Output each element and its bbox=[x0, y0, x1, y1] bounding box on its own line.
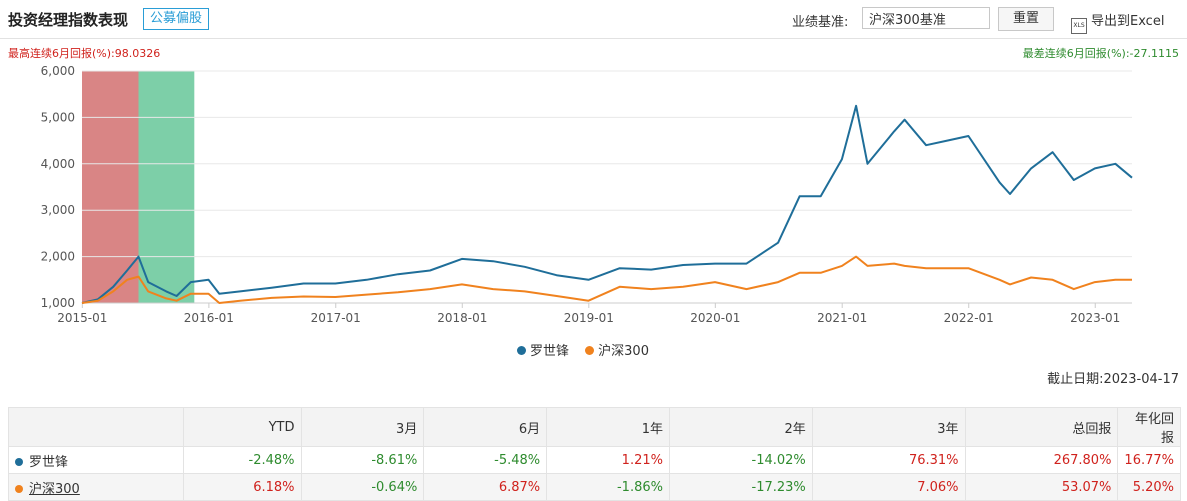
x-tick-label: 2022-01 bbox=[944, 311, 994, 325]
table-cell: -8.61% bbox=[300, 446, 425, 474]
x-tick-label: 2017-01 bbox=[311, 311, 361, 325]
series-dot bbox=[15, 457, 23, 466]
table-cell: -0.64% bbox=[300, 473, 425, 501]
table-header: 6月 bbox=[423, 407, 548, 447]
y-tick-label: 5,000 bbox=[41, 110, 75, 124]
legend-item-manager[interactable]: 罗世锋 bbox=[517, 344, 569, 359]
as-of-date: 截止日期:2023-04-17 bbox=[1047, 372, 1179, 387]
table-cell: 53.07% bbox=[964, 473, 1119, 501]
table-cell: 7.06% bbox=[811, 473, 966, 501]
header-bar: 投资经理指数表现 公募偏股 业绩基准: 重置 XLS 导出到Excel bbox=[0, 0, 1187, 39]
table-header: 年化回报 bbox=[1117, 407, 1181, 447]
y-tick-label: 3,000 bbox=[41, 203, 75, 217]
highlight-band bbox=[138, 71, 195, 303]
highlight-band bbox=[82, 71, 139, 303]
table-row: 罗世锋 -2.48% -8.61% -5.48% 1.21% -14.02% 7… bbox=[8, 446, 1181, 474]
table-cell: 1.21% bbox=[546, 446, 670, 474]
legend-dot bbox=[517, 346, 526, 355]
performance-chart: 1,000 2,000 3,000 4,000 5,000 6,000 2015-01 201… bbox=[41, 64, 1133, 325]
legend-dot bbox=[585, 346, 595, 355]
y-tick-label: 1,000 bbox=[41, 296, 75, 310]
table-cell: 5.20% bbox=[1117, 473, 1181, 501]
series-dot bbox=[15, 484, 23, 493]
table-cell: 267.80% bbox=[964, 446, 1119, 474]
series-line-manager bbox=[81, 104, 1133, 304]
table-cell: -1.86% bbox=[546, 473, 670, 501]
row-name-link[interactable]: 沪深300 bbox=[29, 481, 80, 497]
benchmark-label: 业绩基准: bbox=[792, 15, 849, 30]
table-header: 3年 bbox=[811, 407, 966, 447]
x-tick-label: 2015-01 bbox=[57, 311, 107, 325]
table-cell: 76.31% bbox=[811, 446, 966, 474]
x-tick-label: 2018-01 bbox=[437, 311, 487, 325]
table-cell: 16.77% bbox=[1117, 446, 1181, 474]
x-tick-label: 2019-01 bbox=[564, 311, 614, 325]
min-6m-return: 最差连续6月回报(%):-27.1115 bbox=[1022, 47, 1179, 60]
benchmark-input[interactable] bbox=[862, 7, 990, 29]
row-name: 沪深300 bbox=[8, 473, 184, 501]
export-excel-button[interactable]: XLS 导出到Excel bbox=[1071, 10, 1164, 34]
table-header: 2年 bbox=[668, 407, 813, 447]
table-cell: 6.18% bbox=[182, 473, 302, 501]
legend-item-benchmark[interactable]: 沪深300 bbox=[585, 344, 649, 359]
table-cell: -2.48% bbox=[182, 446, 302, 474]
y-tick-label: 4,000 bbox=[41, 157, 75, 171]
legend-label: 罗世锋 bbox=[530, 344, 570, 359]
table-cell: -17.23% bbox=[668, 473, 813, 501]
legend-label: 沪深300 bbox=[598, 344, 649, 359]
table-row: 沪深300 6.18% -0.64% 6.87% -1.86% -17.23% … bbox=[8, 473, 1181, 501]
x-tick-label: 2016-01 bbox=[184, 311, 234, 325]
table-header: YTD bbox=[182, 407, 302, 447]
export-excel-label: 导出到Excel bbox=[1091, 14, 1165, 29]
fund-type-tag[interactable]: 公募偏股 bbox=[143, 8, 210, 30]
table-header bbox=[8, 407, 184, 447]
table-header: 总回报 bbox=[964, 407, 1119, 447]
x-tick-label: 2023-01 bbox=[1070, 311, 1120, 325]
series-line-benchmark bbox=[81, 255, 1132, 304]
table-header-row: YTD 3月 6月 1年 2年 3年 总回报 年化回报 bbox=[8, 407, 1181, 447]
row-name: 罗世锋 bbox=[8, 446, 184, 474]
table-header: 1年 bbox=[546, 407, 670, 447]
chart-legend: 罗世锋 沪深300 bbox=[517, 340, 661, 359]
table-cell: -14.02% bbox=[668, 446, 813, 474]
table-header: 3月 bbox=[300, 407, 425, 447]
row-name-label: 罗世锋 bbox=[29, 454, 69, 470]
x-tick-label: 2020-01 bbox=[690, 311, 740, 325]
table-cell: -5.48% bbox=[423, 446, 548, 474]
returns-table: YTD 3月 6月 1年 2年 3年 总回报 年化回报 罗世锋 -2.48% -… bbox=[8, 407, 1181, 501]
reset-button[interactable]: 重置 bbox=[998, 7, 1054, 31]
max-6m-return: 最高连续6月回报(%):98.0326 bbox=[8, 47, 161, 60]
y-tick-label: 6,000 bbox=[41, 64, 75, 78]
table-cell: 6.87% bbox=[423, 473, 548, 501]
excel-icon: XLS bbox=[1071, 18, 1087, 34]
page-title: 投资经理指数表现 bbox=[8, 11, 129, 29]
x-tick-label: 2021-01 bbox=[817, 311, 867, 325]
y-tick-label: 2,000 bbox=[41, 250, 75, 264]
